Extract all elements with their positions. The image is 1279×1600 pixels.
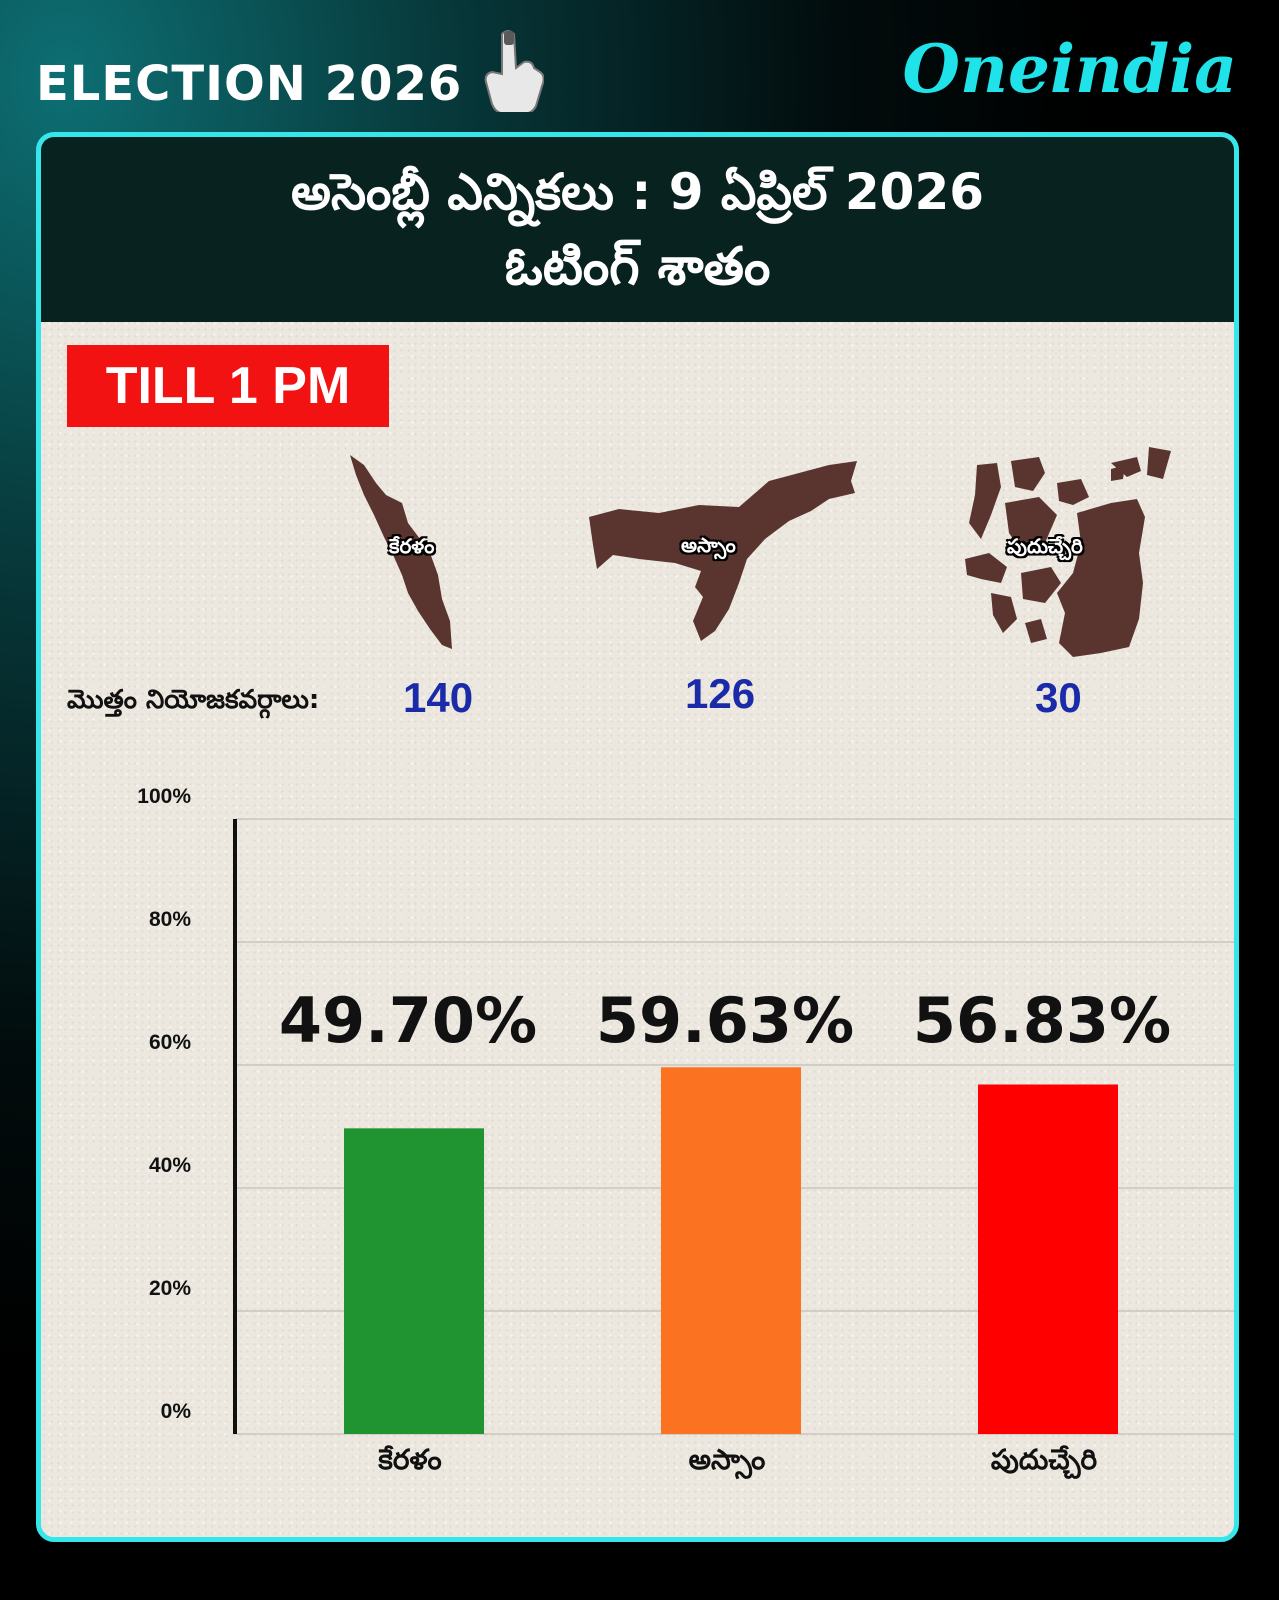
seat-count-kerala: 140 <box>403 674 474 721</box>
puducherry-map-icon <box>965 447 1171 657</box>
banner-title: అసెంబ్లీ ఎన్నికలు : 9 ఏప్రిల్ 2026 <box>290 163 985 221</box>
turnout-bar-chart: 0% 20% 40% 60% 80% 100% 49.70% కేరళం 59.63% అస్సా… <box>137 785 1234 1480</box>
bar <box>978 1084 1118 1434</box>
y-tick-label: 80% <box>149 908 191 931</box>
seat-count-assam: 126 <box>685 670 756 717</box>
map-label-assam: అస్సాం <box>681 533 736 557</box>
kerala-map-icon <box>350 455 452 649</box>
assam-map-icon <box>589 461 857 641</box>
bar <box>661 1067 801 1434</box>
map-label-kerala: కేరళం <box>389 534 435 558</box>
time-badge: TILL 1 PM <box>67 345 389 427</box>
election-2026-label: ELECTION 2026 <box>36 56 463 112</box>
total-constituencies-label: మొత్తం నియోజకవర్గాలు: <box>67 685 320 715</box>
data-label: 49.70% <box>279 984 537 1057</box>
bar <box>344 1128 484 1434</box>
map-label-puducherry: పుదుచ్చేరి <box>1007 534 1083 558</box>
voting-finger-icon <box>484 30 544 112</box>
y-tick-label: 60% <box>149 1031 191 1054</box>
x-tick-label: పుదుచ్చేరి <box>991 1443 1098 1479</box>
x-tick-label: కేరళం <box>377 1443 441 1476</box>
data-label: 59.63% <box>596 984 854 1057</box>
banner-subtitle: ఓటింగ్ శాతం <box>504 237 771 297</box>
title-banner: అసెంబ్లీ ఎన్నికలు : 9 ఏప్రిల్ 2026 ఓటింగ… <box>41 137 1234 322</box>
brand-logo: Oneindia <box>902 30 1237 108</box>
y-tick-label: 20% <box>149 1277 191 1300</box>
x-tick-label: అస్సాం <box>689 1443 766 1480</box>
seat-count-puducherry: 30 <box>1035 674 1082 721</box>
y-tick-label: 100% <box>137 785 191 808</box>
y-tick-label: 40% <box>149 1154 191 1177</box>
content-panel: అసెంబ్లీ ఎన్నికలు : 9 ఏప్రిల్ 2026 ఓటింగ… <box>36 132 1239 1542</box>
y-tick-label: 0% <box>161 1400 192 1423</box>
data-label: 56.83% <box>913 984 1171 1057</box>
